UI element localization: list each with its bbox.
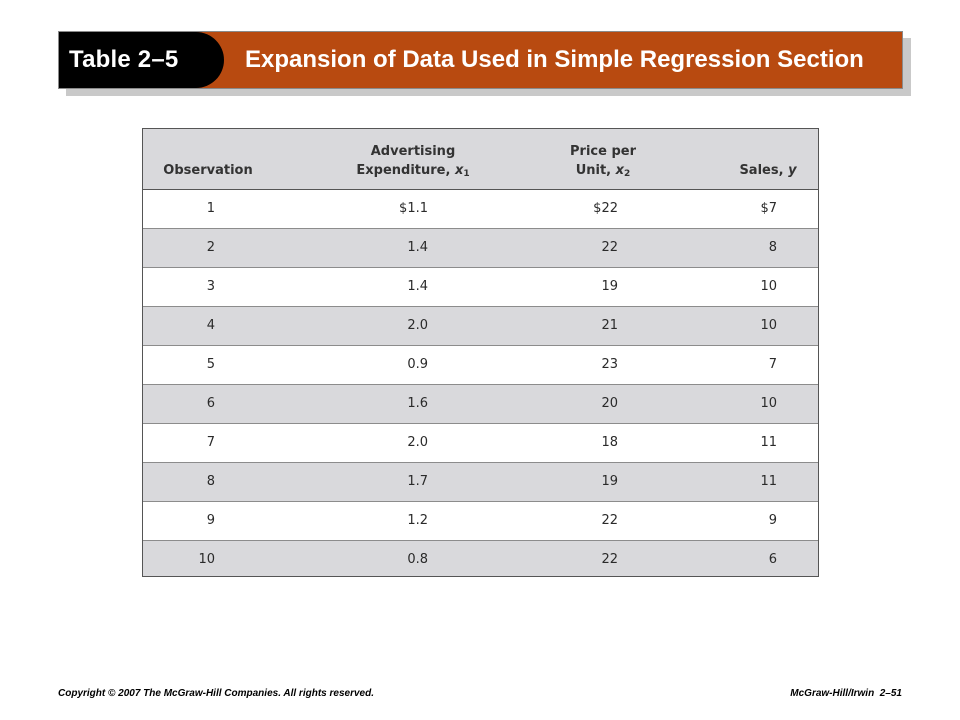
cell-sales: 10 (760, 396, 777, 411)
cell-price: 22 (601, 240, 618, 255)
cell-sales: 11 (760, 474, 777, 489)
cell-observation: 4 (206, 318, 215, 333)
table-number-tab: Table 2–5 (59, 32, 224, 88)
cell-observation: 3 (206, 279, 215, 294)
cell-sales: 9 (768, 513, 777, 528)
cell-observation: 10 (198, 552, 215, 567)
slide-title: Expansion of Data Used in Simple Regress… (245, 46, 864, 73)
cell-sales: 6 (768, 552, 777, 567)
cell-observation: 7 (206, 435, 215, 450)
cell-observation: 5 (206, 357, 215, 372)
cell-observation: 1 (206, 201, 215, 216)
cell-price: 21 (601, 318, 618, 333)
cell-advertising: 1.4 (407, 240, 428, 255)
table-row: 10 0.8 22 6 (143, 541, 818, 576)
cell-observation: 9 (206, 513, 215, 528)
cell-advertising: 0.9 (407, 357, 428, 372)
table-header: Observation Advertising Expenditure, x1 … (143, 129, 818, 190)
cell-price: 22 (601, 513, 618, 528)
table-row: 2 1.4 22 8 (143, 229, 818, 268)
cell-sales: 7 (768, 357, 777, 372)
header-sales: Sales, y (739, 163, 797, 178)
cell-advertising: 2.0 (407, 435, 428, 450)
table-row: 3 1.4 19 10 (143, 268, 818, 307)
cell-advertising: 2.0 (407, 318, 428, 333)
cell-price: 18 (601, 435, 618, 450)
cell-advertising: $1.1 (399, 201, 428, 216)
header-observation: Observation (163, 163, 253, 178)
title-banner: Table 2–5 Expansion of Data Used in Simp… (58, 31, 903, 89)
cell-sales: 8 (768, 240, 777, 255)
publisher-page-number: McGraw-Hill/Irwin 2–51 (790, 688, 902, 699)
cell-sales: 11 (760, 435, 777, 450)
cell-advertising: 1.6 (407, 396, 428, 411)
table-row: 7 2.0 18 11 (143, 424, 818, 463)
table-row: 9 1.2 22 9 (143, 502, 818, 541)
header-advertising: Advertising Expenditure, x1 (356, 144, 470, 179)
cell-price: 19 (601, 279, 618, 294)
cell-advertising: 1.2 (407, 513, 428, 528)
header-price: Price per Unit, x2 (570, 144, 636, 179)
cell-price: 20 (601, 396, 618, 411)
cell-advertising: 1.4 (407, 279, 428, 294)
table-row: 8 1.7 19 11 (143, 463, 818, 502)
cell-price: 23 (601, 357, 618, 372)
cell-sales: 10 (760, 279, 777, 294)
table-row: 5 0.9 23 7 (143, 346, 818, 385)
cell-price: $22 (593, 201, 618, 216)
cell-price: 19 (601, 474, 618, 489)
cell-advertising: 0.8 (407, 552, 428, 567)
cell-observation: 2 (206, 240, 215, 255)
cell-sales: $7 (760, 201, 777, 216)
cell-price: 22 (601, 552, 618, 567)
table-row: 6 1.6 20 10 (143, 385, 818, 424)
cell-advertising: 1.7 (407, 474, 428, 489)
table-row: 4 2.0 21 10 (143, 307, 818, 346)
cell-observation: 6 (206, 396, 215, 411)
table-number: Table 2–5 (69, 46, 179, 73)
table-row: 1 $1.1 $22 $7 (143, 190, 818, 229)
data-table: Observation Advertising Expenditure, x1 … (142, 128, 819, 577)
copyright-notice: Copyright © 2007 The McGraw-Hill Compani… (58, 688, 374, 699)
cell-observation: 8 (206, 474, 215, 489)
cell-sales: 10 (760, 318, 777, 333)
